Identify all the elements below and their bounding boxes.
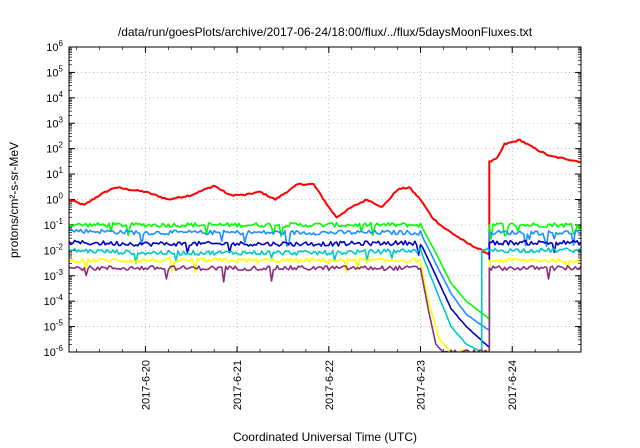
flux-series-line-7 bbox=[69, 265, 581, 352]
y-axis-title: protons/cm²-s-sr-MeV bbox=[7, 142, 21, 258]
grid-lines bbox=[69, 47, 581, 352]
chart-title: /data/run/goesPlots/archive/2017-06-24/1… bbox=[118, 25, 533, 39]
flux-series-line-1 bbox=[69, 138, 581, 256]
y-tick-label: 101 bbox=[46, 166, 63, 181]
x-axis: 2017-6-20 2017-6-21 2017-6-22 2017-6-23 2017… bbox=[76, 47, 582, 410]
plot-frame bbox=[68, 46, 582, 353]
y-tick-label: 10-1 bbox=[44, 217, 64, 232]
y-tick-label: 10-3 bbox=[44, 268, 64, 283]
y-tick-label: 104 bbox=[46, 90, 63, 105]
flux-series-line-4 bbox=[69, 239, 581, 349]
flux-series-line-6 bbox=[69, 257, 581, 352]
y-tick-label: 10-6 bbox=[44, 344, 64, 359]
x-tick-label: 2017-6-20 bbox=[140, 360, 152, 410]
y-axis: 10-6 10-5 10-4 10-3 10-2 10-1 100 101 102 103 104 1… bbox=[44, 39, 581, 359]
y-tick-label: 10-5 bbox=[44, 319, 64, 334]
x-tick-label: 2017-6-22 bbox=[324, 360, 336, 410]
y-tick-label: 10-4 bbox=[44, 293, 64, 308]
y-tick-label: 100 bbox=[46, 192, 63, 207]
x-tick-label: 2017-6-23 bbox=[416, 360, 428, 410]
flux-series-line-3 bbox=[69, 228, 581, 332]
x-tick-label: 2017-6-21 bbox=[232, 360, 244, 410]
flux-series-line-5 bbox=[69, 247, 581, 352]
x-axis-title: Coordinated Universal Time (UTC) bbox=[233, 430, 417, 444]
y-tick-label: 105 bbox=[46, 64, 63, 79]
x-tick-label: 2017-6-24 bbox=[507, 360, 519, 410]
y-tick-label: 10-2 bbox=[44, 242, 64, 257]
series-group bbox=[69, 138, 581, 352]
y-tick-label: 106 bbox=[46, 39, 63, 54]
flux-series-line-2 bbox=[69, 221, 581, 320]
y-tick-label: 103 bbox=[46, 115, 63, 130]
y-tick-label: 102 bbox=[46, 141, 63, 156]
